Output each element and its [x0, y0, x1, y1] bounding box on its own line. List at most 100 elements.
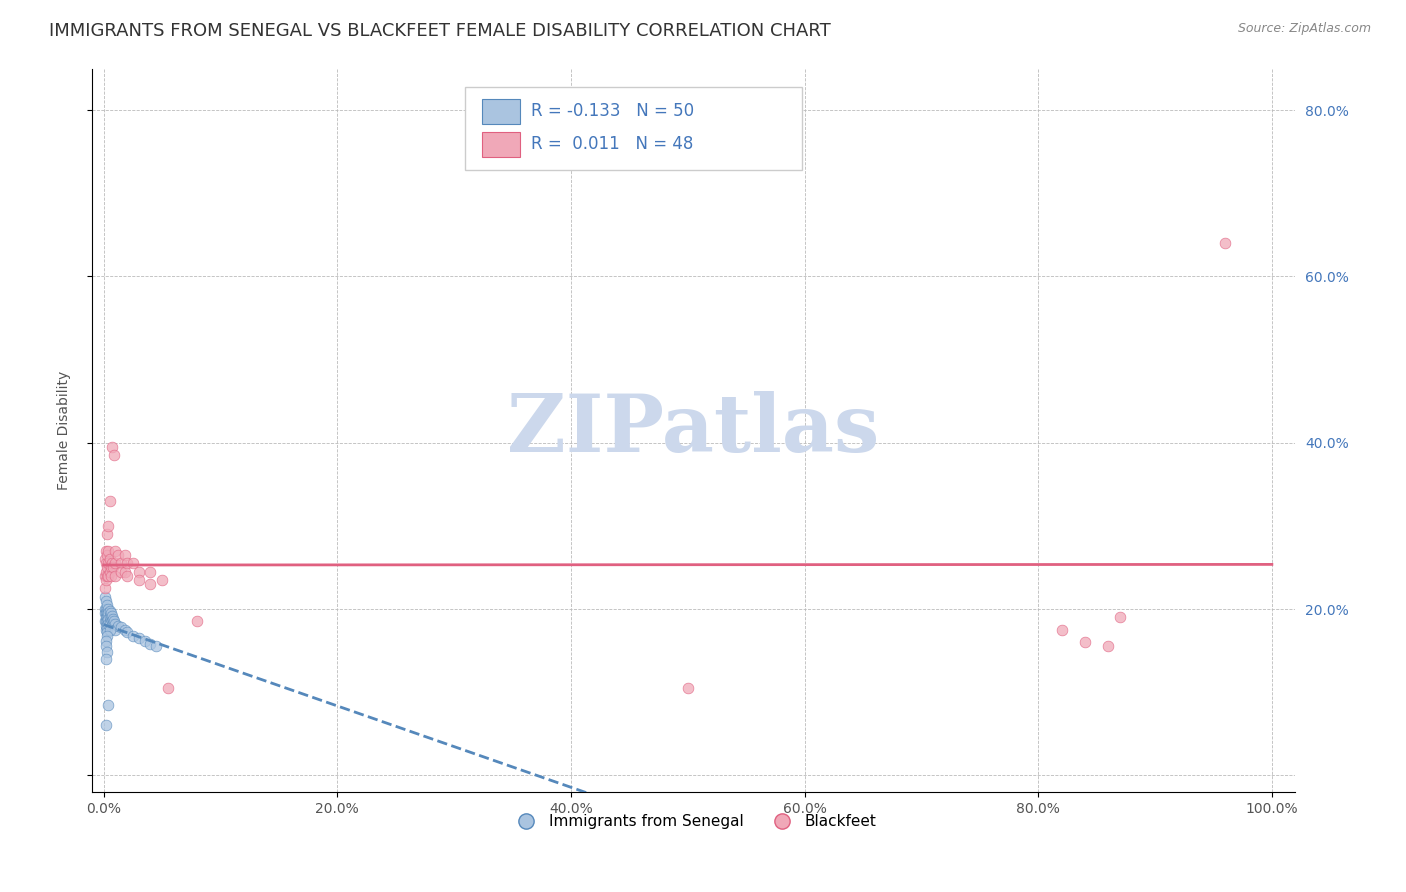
Point: [94, 640, 117, 654]
Point: [97, 612, 120, 626]
Point: [139, 577, 162, 591]
Point: [676, 681, 699, 695]
Point: [97, 617, 120, 632]
Point: [94, 606, 117, 620]
Point: [94, 568, 117, 582]
Point: [122, 556, 145, 570]
Point: [96, 527, 118, 541]
Point: [103, 615, 125, 629]
FancyBboxPatch shape: [482, 132, 520, 157]
Point: [104, 556, 127, 570]
Point: [94, 618, 117, 632]
Point: [110, 556, 132, 570]
Point: [101, 440, 124, 454]
Point: [103, 448, 125, 462]
Point: [94, 602, 117, 616]
Point: [94, 556, 117, 570]
Point: [94, 615, 117, 629]
Point: [115, 556, 138, 570]
Point: [96, 598, 118, 612]
Point: [134, 633, 156, 648]
Y-axis label: Female Disability: Female Disability: [58, 370, 72, 490]
Point: [156, 681, 179, 695]
Point: [96, 568, 118, 582]
Point: [97, 602, 120, 616]
Point: [94, 590, 117, 604]
Text: R = -0.133   N = 50: R = -0.133 N = 50: [531, 103, 695, 120]
Point: [96, 625, 118, 640]
Point: [98, 604, 121, 618]
Point: [96, 645, 118, 659]
Point: [139, 637, 162, 651]
Point: [94, 652, 117, 666]
Point: [98, 494, 121, 508]
Point: [96, 560, 118, 574]
Point: [115, 625, 138, 640]
Point: [96, 606, 118, 620]
Legend: Immigrants from Senegal, Blackfeet: Immigrants from Senegal, Blackfeet: [505, 808, 883, 835]
Point: [97, 556, 120, 570]
Point: [97, 519, 120, 533]
Point: [110, 565, 132, 579]
Point: [100, 560, 122, 574]
Point: [186, 615, 208, 629]
Text: Source: ZipAtlas.com: Source: ZipAtlas.com: [1237, 22, 1371, 36]
Point: [96, 610, 118, 624]
Point: [107, 618, 129, 632]
Point: [1074, 635, 1097, 649]
Point: [100, 568, 122, 582]
Point: [110, 620, 132, 634]
Point: [114, 548, 136, 562]
Point: [94, 552, 117, 566]
Point: [94, 593, 117, 607]
Point: [1050, 623, 1073, 637]
Point: [94, 544, 117, 558]
Point: [150, 573, 173, 587]
Point: [94, 718, 117, 732]
FancyBboxPatch shape: [465, 87, 801, 169]
Text: ZIPatlas: ZIPatlas: [508, 392, 880, 469]
Point: [1109, 610, 1132, 624]
Point: [97, 698, 120, 712]
Point: [96, 615, 118, 629]
Point: [145, 640, 167, 654]
Point: [100, 606, 122, 620]
Point: [101, 612, 124, 626]
Point: [114, 565, 136, 579]
Point: [1213, 236, 1236, 251]
Point: [96, 620, 118, 634]
Point: [96, 548, 118, 562]
Point: [94, 606, 117, 620]
Point: [94, 565, 117, 579]
Point: [128, 631, 150, 645]
Text: IMMIGRANTS FROM SENEGAL VS BLACKFEET FEMALE DISABILITY CORRELATION CHART: IMMIGRANTS FROM SENEGAL VS BLACKFEET FEM…: [49, 22, 831, 40]
Point: [1097, 640, 1119, 654]
Point: [97, 606, 120, 620]
Point: [128, 573, 150, 587]
Text: R =  0.011   N = 48: R = 0.011 N = 48: [531, 136, 693, 153]
Point: [101, 556, 124, 570]
Point: [128, 565, 150, 579]
Point: [101, 608, 124, 623]
Point: [98, 565, 121, 579]
Point: [104, 544, 127, 558]
Point: [139, 565, 162, 579]
Point: [104, 568, 127, 582]
Point: [101, 615, 124, 629]
Point: [94, 615, 117, 629]
FancyBboxPatch shape: [482, 99, 520, 123]
Point: [101, 560, 124, 574]
Point: [97, 544, 120, 558]
Point: [104, 623, 127, 637]
Point: [98, 623, 121, 637]
Point: [96, 629, 118, 643]
Point: [114, 623, 136, 637]
Point: [94, 573, 117, 587]
Point: [115, 568, 138, 582]
Point: [107, 548, 129, 562]
Point: [94, 633, 117, 648]
Point: [94, 610, 117, 624]
Point: [101, 617, 124, 632]
Point: [98, 552, 121, 566]
Point: [94, 623, 117, 637]
